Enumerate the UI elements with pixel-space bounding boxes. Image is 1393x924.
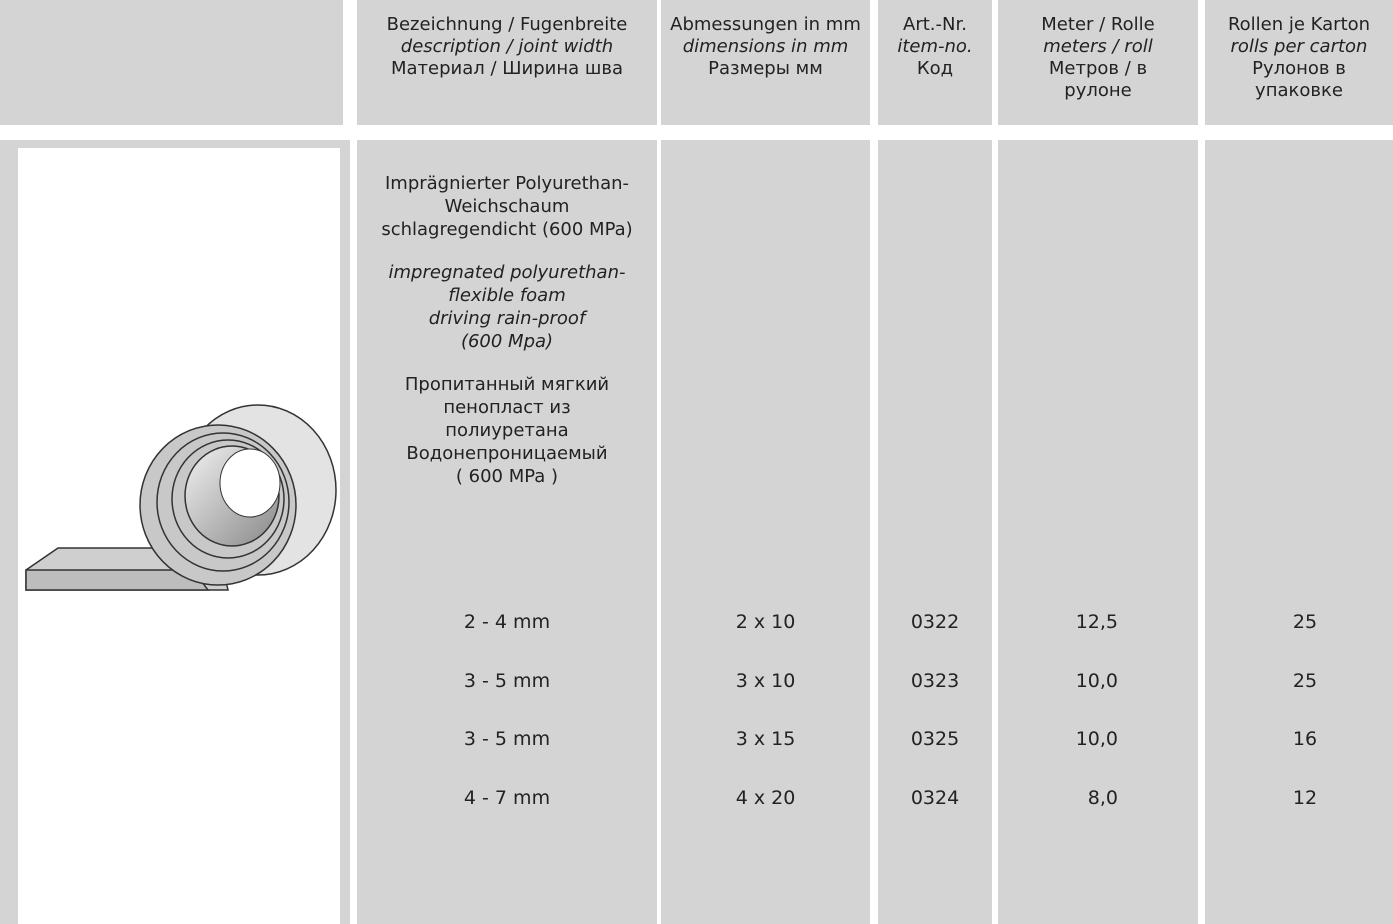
table-cell: 0323 [910,669,960,692]
table-cell: 4 - 7 mm [463,787,551,810]
header-line: упаковке [1255,80,1343,101]
table-cell: 0325 [910,728,960,751]
description-line: impregnated polyurethan- [388,262,626,283]
header-cell [1205,0,1393,125]
header-line: Abmessungen in mm [670,14,861,35]
table-cell: 2 - 4 mm [463,611,551,633]
header-cell [998,0,1198,125]
header-line: Meter / Rolle [1041,14,1155,35]
table-cell: 0322 [910,611,960,633]
body-cell [878,140,992,924]
header-line: рулоне [1064,80,1132,101]
description-block: impregnated polyurethan-flexible foam dri… [357,261,657,353]
description-line: driving rain-proof [428,308,586,329]
header-text: Bezeichnung / Fugenbreite description / j… [357,14,657,80]
table-cell: 10,0 [1075,728,1118,751]
header-text: Rollen je Karton rolls per carton Рулонов … [1205,14,1393,102]
table-cell: 0324 [910,787,960,810]
header-line: rolls per carton [1230,36,1368,57]
header-line: dimensions in mm [682,36,849,57]
description-block: Пропитанный мягкий пенопласт из полиуретан… [357,373,657,488]
table-cell: 10,0 [1075,669,1118,692]
table-cell: 2 x 10 [735,611,796,633]
table-cell: 16 [1292,728,1318,751]
header-text: Art.-Nr. item-no. Код [878,14,992,80]
description-line: Weichschaum [444,196,570,217]
body-cell [357,140,657,924]
description: Imprägnierter Polyurethan- Weichschaum sch… [357,172,657,508]
header-line: Код [916,58,954,79]
description-line: полиуретана [445,420,569,441]
foam-roll-illustration [25,404,337,591]
table-cell: 25 [1292,611,1318,633]
description-line: Пропитанный мягкий [404,374,610,395]
description-block: Imprägnierter Polyurethan- Weichschaum sch… [357,172,657,241]
table-cell: 3 x 15 [735,728,796,751]
header-text: Abmessungen in mm dimensions in mm Размеры… [661,14,870,80]
table-cell: 3 x 10 [735,669,796,692]
header-line: Art.-Nr. [903,14,967,35]
header-line: description / joint width [400,36,614,57]
body-cell [661,140,870,924]
description-line: Водонепроницаемый [406,443,608,464]
table-cell: 12,5 [1075,611,1118,633]
header-line: Материал / Ширина шва [391,58,623,79]
table-cell: 4 x 20 [735,787,796,810]
description-line: flexible foam [448,285,566,306]
table-cell: 3 - 5 mm [463,728,551,751]
header-text: Meter / Rolle meters / roll Метров / в руло… [998,14,1198,102]
body-cell [1205,140,1393,924]
header-line: Рулонов в [1252,58,1346,79]
header-line: Размеры мм [708,58,823,79]
header-line: meters / roll [1043,36,1153,57]
header-line: Rollen je Karton [1227,14,1371,35]
table-cell: 3 - 5 mm [463,669,551,692]
description-line: пенопласт из [443,397,571,418]
header-cell [661,0,870,125]
header-line: Bezeichnung / Fugenbreite [386,14,628,35]
description-line: Imprägnierter Polyurethan- [384,173,630,194]
header-cell [0,0,343,125]
header-line: item-no. [897,36,973,57]
table-cell: 12 [1292,787,1318,810]
table-cell: 8,0 [1087,787,1118,810]
description-line: schlagregendicht (600 MPa) [381,219,633,240]
table-cell: 25 [1292,669,1318,692]
header-line: Метров / в [1048,58,1148,79]
header-cell [357,0,657,125]
description-line: (600 Mpa) [460,331,554,352]
body-cell [998,140,1198,924]
description-line: ( 600 MPa ) [455,466,559,487]
header-cell [878,0,992,125]
